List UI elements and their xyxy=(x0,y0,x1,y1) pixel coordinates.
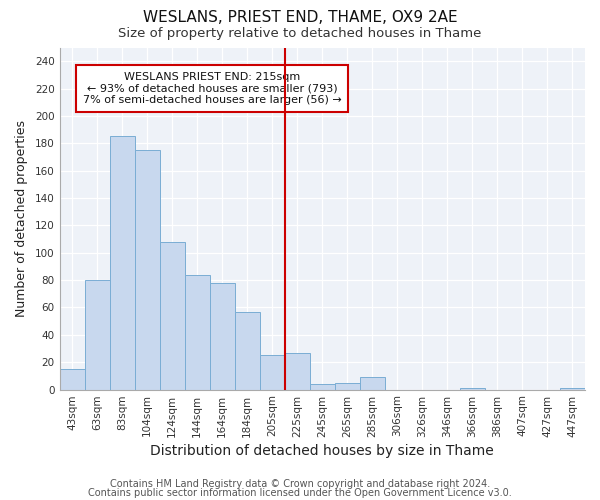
Text: WESLANS, PRIEST END, THAME, OX9 2AE: WESLANS, PRIEST END, THAME, OX9 2AE xyxy=(143,10,457,25)
Text: Size of property relative to detached houses in Thame: Size of property relative to detached ho… xyxy=(118,28,482,40)
Text: Contains public sector information licensed under the Open Government Licence v3: Contains public sector information licen… xyxy=(88,488,512,498)
Bar xyxy=(260,356,285,390)
Bar xyxy=(185,274,209,390)
Bar xyxy=(134,150,160,390)
Bar xyxy=(209,283,235,390)
Bar xyxy=(85,280,110,390)
Text: WESLANS PRIEST END: 215sqm
← 93% of detached houses are smaller (793)
7% of semi: WESLANS PRIEST END: 215sqm ← 93% of deta… xyxy=(83,72,341,105)
Bar xyxy=(560,388,585,390)
Bar xyxy=(460,388,485,390)
Bar xyxy=(160,242,185,390)
Bar xyxy=(335,382,360,390)
Bar xyxy=(59,369,85,390)
Text: Contains HM Land Registry data © Crown copyright and database right 2024.: Contains HM Land Registry data © Crown c… xyxy=(110,479,490,489)
Y-axis label: Number of detached properties: Number of detached properties xyxy=(15,120,28,317)
Bar xyxy=(285,352,310,390)
Bar xyxy=(110,136,134,390)
Bar xyxy=(360,378,385,390)
Bar xyxy=(310,384,335,390)
Bar xyxy=(235,312,260,390)
X-axis label: Distribution of detached houses by size in Thame: Distribution of detached houses by size … xyxy=(151,444,494,458)
